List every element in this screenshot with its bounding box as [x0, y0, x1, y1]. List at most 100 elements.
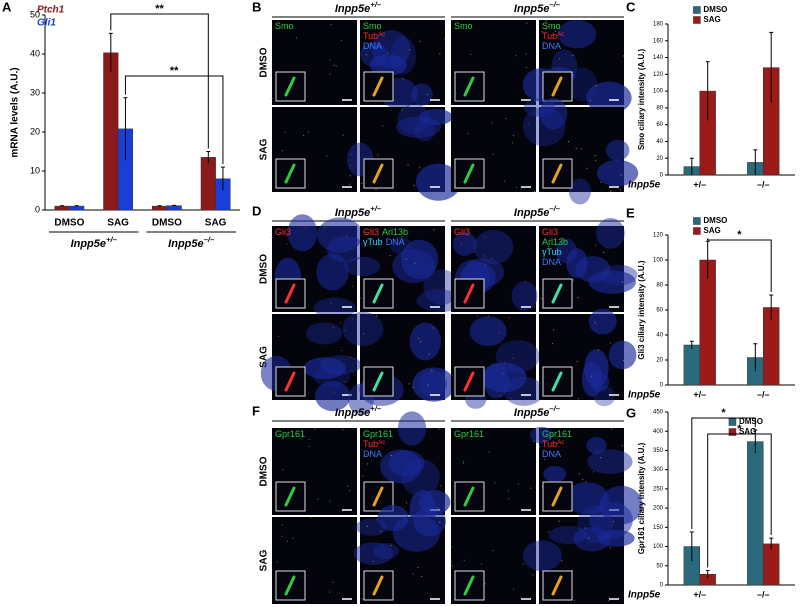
speck: [402, 77, 404, 80]
speck: [522, 563, 525, 565]
y-tick-label: 80: [656, 105, 663, 111]
speck: [332, 326, 334, 328]
channel-name: γTub: [363, 237, 383, 247]
speck: [551, 342, 554, 345]
speck: [594, 155, 596, 157]
channel-label: Gpr161: [275, 429, 305, 439]
y-axis-label: Smo ciliary intensity (A.U.): [637, 48, 646, 150]
speck: [420, 575, 423, 578]
nucleus: [473, 229, 514, 265]
speck: [418, 337, 420, 340]
cilium: [463, 76, 475, 97]
speck: [463, 462, 465, 464]
y-tick-label: 20: [656, 156, 663, 162]
allele: +/–: [370, 404, 382, 413]
cilium: [372, 371, 384, 392]
speck: [545, 28, 547, 30]
speck: [490, 257, 493, 259]
speck: [512, 134, 515, 137]
channel-label: TubAc: [542, 439, 564, 449]
speck: [308, 445, 310, 447]
speck: [401, 109, 403, 111]
allele: +/–: [370, 0, 382, 9]
speck: [431, 370, 433, 372]
y-tick-label: 120: [653, 233, 664, 239]
nucleus: [423, 269, 461, 305]
channel-label: TubAc: [363, 31, 385, 41]
significance-label: *: [737, 229, 742, 241]
speck: [567, 140, 570, 143]
nucleus: [419, 109, 453, 126]
speck: [348, 490, 351, 492]
cilium: [284, 486, 296, 507]
cilium: [284, 76, 296, 97]
channel-name: DNA: [542, 41, 561, 51]
nucleus: [305, 322, 343, 345]
channel-label: γTub: [542, 247, 562, 257]
cilium: [551, 371, 563, 392]
nucleus: [326, 236, 366, 263]
allele: –/–: [549, 404, 560, 413]
speck: [329, 59, 331, 61]
y-tick-label: 20: [30, 126, 40, 136]
speck: [585, 481, 587, 483]
channel-label: Gpr161: [542, 429, 572, 439]
speck: [362, 598, 364, 600]
speck: [324, 226, 326, 228]
speck: [530, 487, 532, 489]
channel-name: DNA: [542, 257, 561, 267]
cilium: [463, 575, 475, 596]
speck: [508, 317, 510, 319]
gene-name: Inpp5e: [514, 407, 549, 419]
speck: [345, 235, 348, 237]
speck: [541, 30, 543, 33]
nucleus: [313, 297, 356, 319]
speck: [390, 544, 392, 547]
y-tick-label: 30: [30, 87, 40, 97]
speck: [470, 53, 472, 56]
speck: [597, 349, 599, 351]
nucleus: [575, 256, 611, 283]
genotype-label: Inpp5e–/–: [514, 204, 561, 219]
panel-letter: C: [626, 0, 636, 14]
significance-label: *: [737, 423, 742, 435]
y-tick-label: 180: [653, 22, 664, 28]
gene-name: Inpp5e: [335, 3, 370, 15]
speck: [432, 327, 435, 329]
y-tick-label: 40: [656, 139, 663, 145]
gene-name: Inpp5e: [71, 238, 106, 250]
channel-label: TubAc: [542, 31, 564, 41]
channel-name: DNA: [542, 449, 561, 459]
cilium: [463, 486, 475, 507]
speck: [282, 469, 284, 471]
speck: [577, 296, 579, 299]
nucleus: [608, 340, 637, 370]
speck: [349, 175, 352, 177]
speck: [419, 341, 422, 343]
speck: [590, 375, 593, 377]
speck: [552, 329, 555, 331]
speck: [412, 573, 414, 575]
nucleus: [412, 367, 456, 402]
speck: [438, 428, 440, 430]
row-label: DMSO: [259, 47, 270, 77]
legend-label: SAG: [703, 15, 720, 24]
speck: [517, 483, 519, 485]
y-tick-label: 50: [30, 9, 40, 19]
speck: [547, 246, 550, 248]
panel-letter: F: [252, 403, 260, 418]
speck: [524, 280, 526, 282]
speck: [484, 583, 486, 585]
nucleus: [409, 322, 441, 361]
speck: [281, 524, 283, 526]
speck: [444, 38, 446, 40]
speck: [561, 237, 563, 239]
nucleus: [522, 540, 562, 572]
speck: [582, 479, 584, 481]
genotype-label: Inpp5e+/–: [335, 204, 382, 219]
nucleus: [397, 411, 427, 446]
legend-label: Gli1: [37, 18, 56, 29]
speck: [347, 485, 349, 487]
x-tick-label: –/–: [757, 179, 770, 189]
legend-label: DMSO: [703, 216, 727, 225]
